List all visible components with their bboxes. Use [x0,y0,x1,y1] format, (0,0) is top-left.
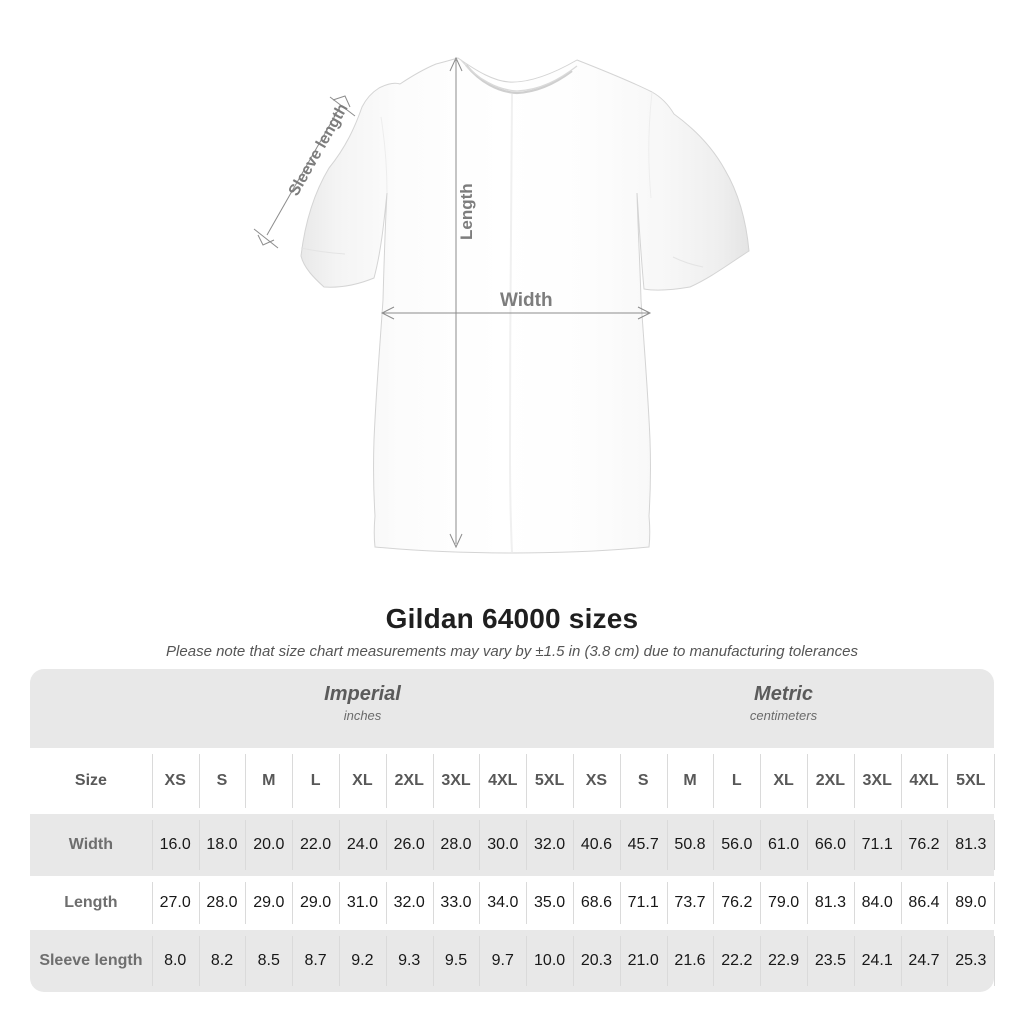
svg-text:Width: Width [500,290,553,311]
svg-text:Length: Length [457,183,476,240]
